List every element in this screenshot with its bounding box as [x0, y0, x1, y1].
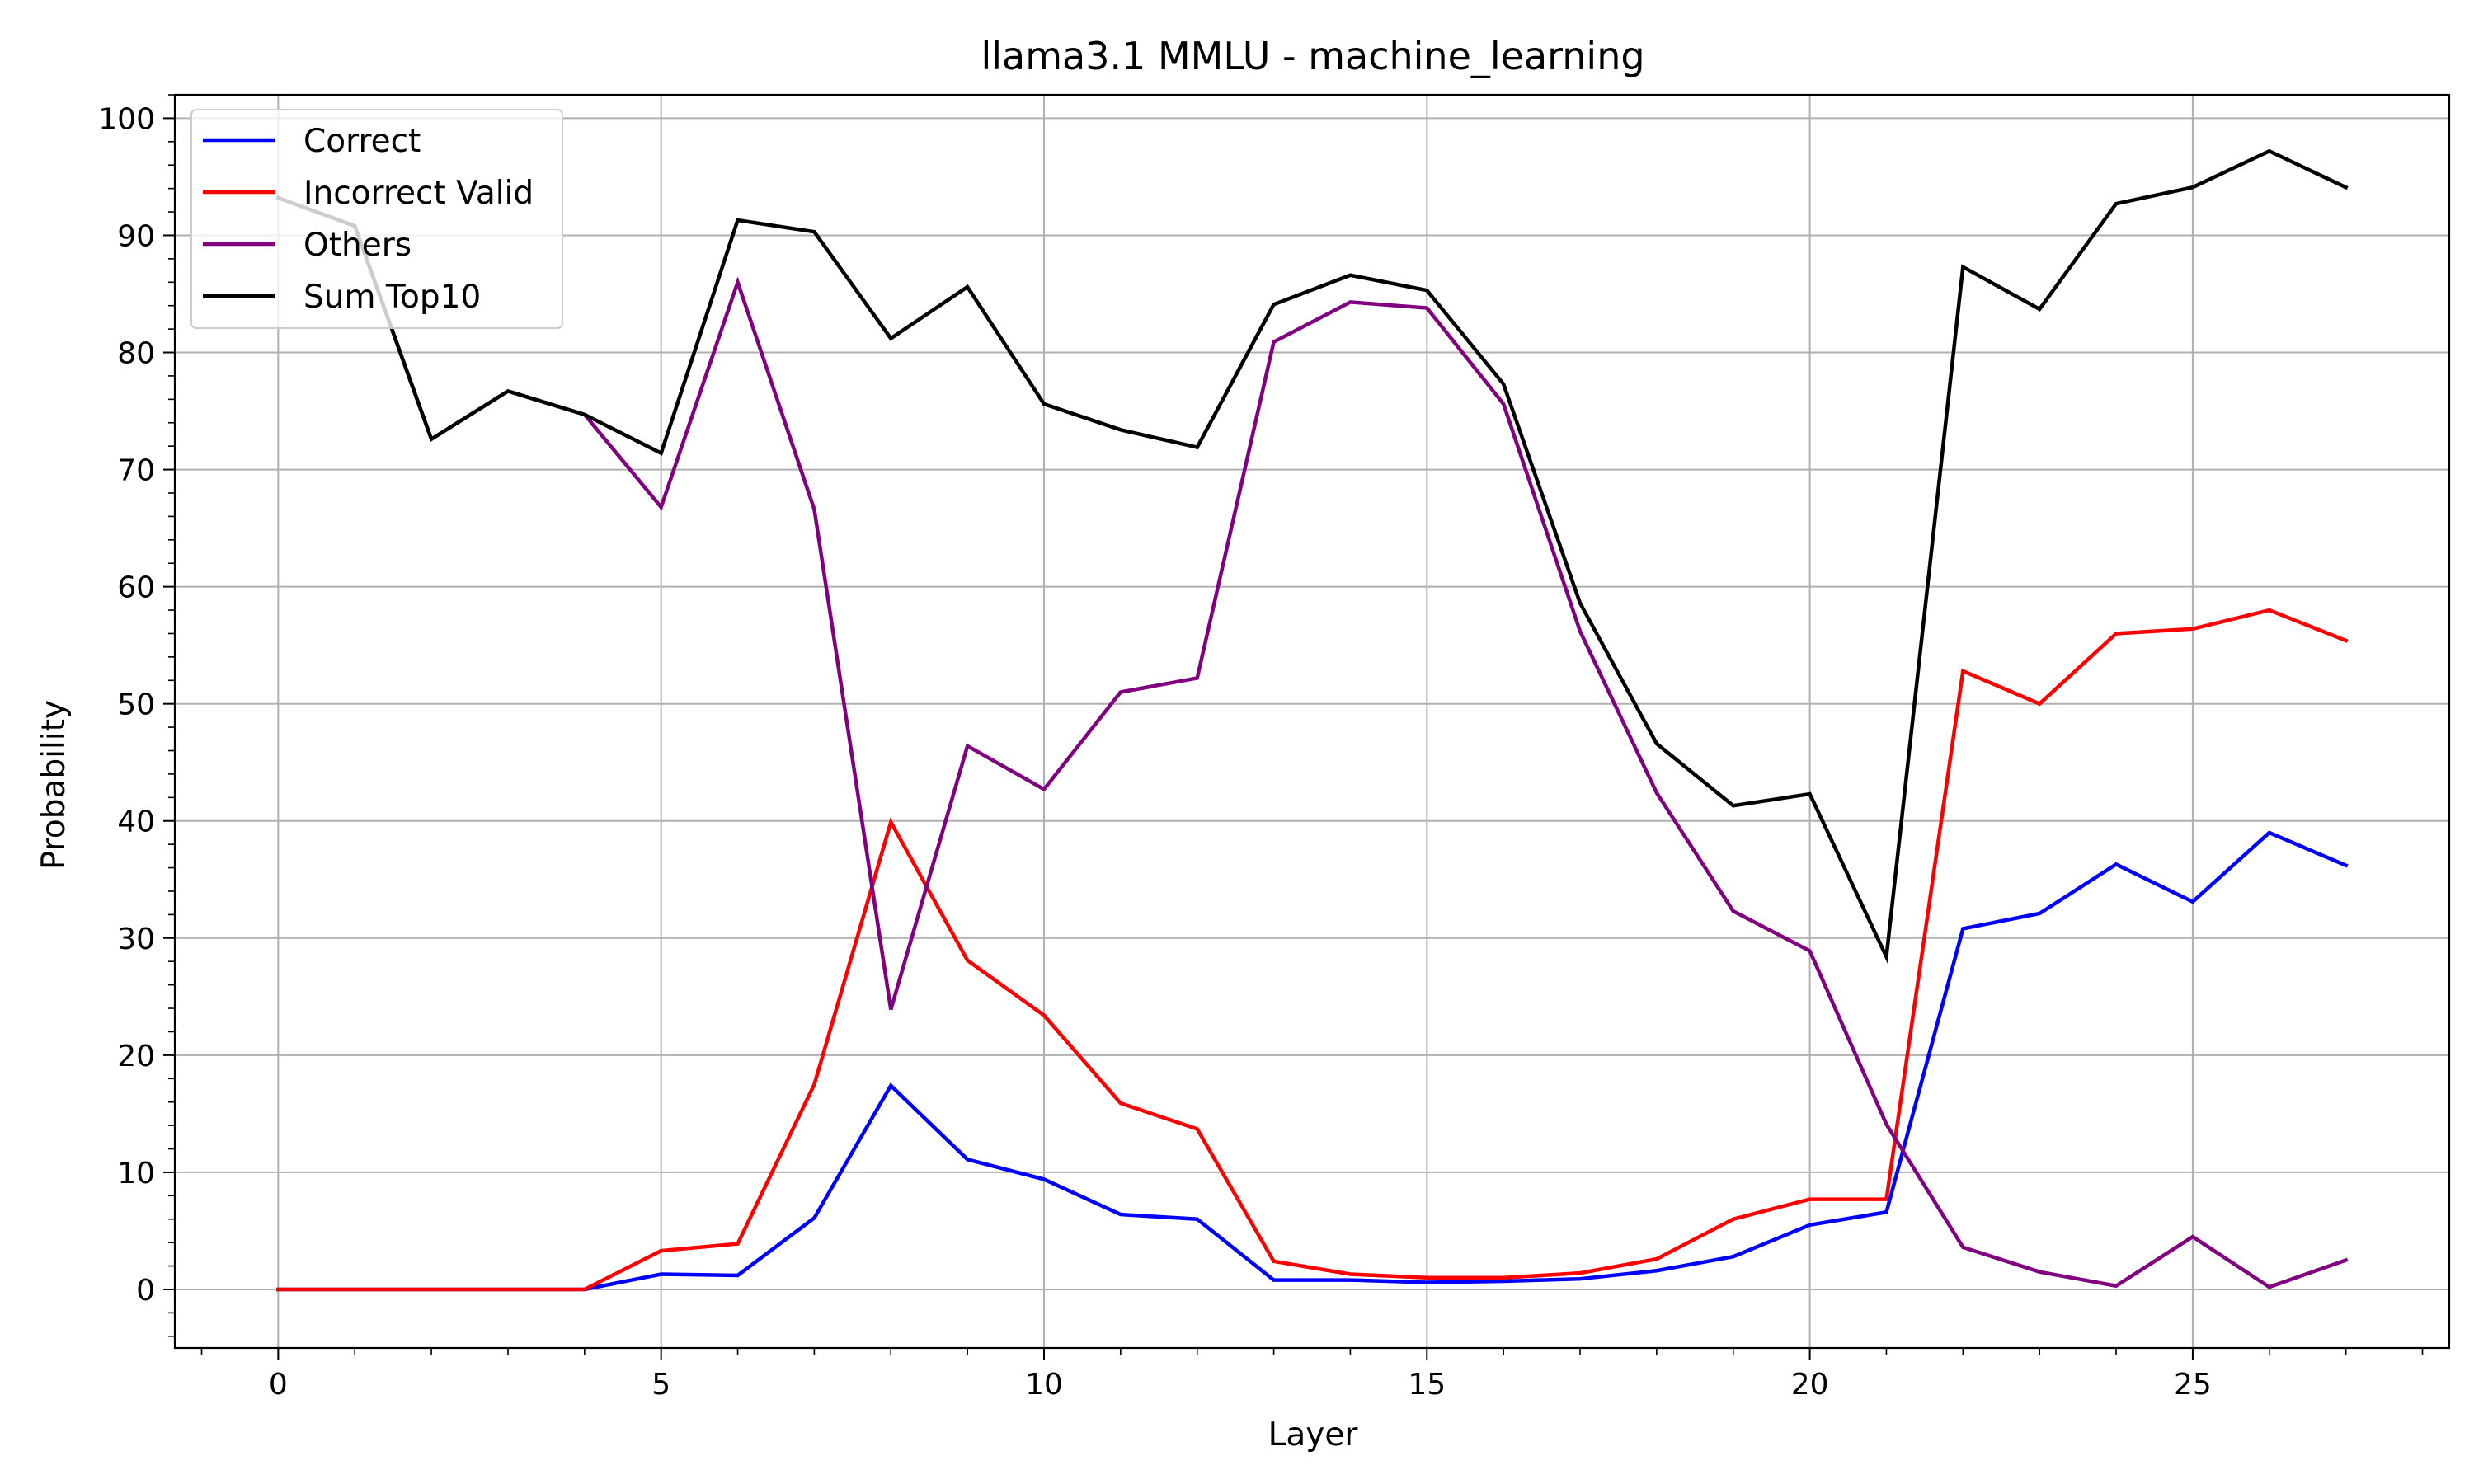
y-tick-label: 80: [117, 337, 155, 371]
y-tick-label: 0: [136, 1274, 155, 1308]
grid-lines: [175, 95, 2449, 1348]
series-lines: [275, 148, 2349, 1292]
x-tick-label: 25: [2174, 1368, 2212, 1402]
chart-title: llama3.1 MMLU - machine_learning: [981, 34, 1644, 78]
legend: Correct Incorrect Valid Others Sum Top10: [190, 109, 563, 329]
plot-frame: [173, 93, 2451, 1350]
y-tick-label: 50: [117, 688, 155, 722]
y-tick-label: 60: [117, 571, 155, 605]
x-axis-title: Layer: [1268, 1416, 1359, 1453]
y-tick-label: 30: [117, 923, 155, 956]
legend-label: Sum Top10: [303, 279, 481, 316]
y-tick-label: 70: [117, 454, 155, 488]
x-tick-label: 10: [1025, 1368, 1063, 1402]
legend-label: Incorrect Valid: [303, 175, 534, 212]
y-tick-label: 10: [117, 1157, 155, 1190]
series-line-correct: [276, 830, 2349, 1292]
y-tick-label: 20: [117, 1040, 155, 1073]
legend-label: Correct: [303, 123, 421, 160]
series-line-incorrect-valid: [276, 608, 2349, 1292]
y-tick-label: 100: [98, 102, 155, 136]
y-axis-title: Probability: [35, 700, 73, 870]
legend-label: Others: [303, 227, 412, 264]
x-tick-label: 0: [269, 1368, 288, 1402]
x-tick-label: 20: [1791, 1368, 1829, 1402]
y-tick-label: 90: [117, 219, 155, 253]
x-tick-label: 5: [651, 1368, 670, 1402]
minor-ticks: [168, 94, 2424, 1355]
series-line-sum-top10: [275, 148, 2349, 964]
major-ticks: 0 5 10 15 20 25 0 10 20 30 40 50 60 70 80 90 100: [98, 102, 2212, 1402]
legend-box: [190, 109, 563, 329]
x-tick-label: 15: [1408, 1368, 1446, 1402]
series-line-others: [275, 195, 2349, 1289]
y-tick-label: 40: [117, 805, 155, 839]
